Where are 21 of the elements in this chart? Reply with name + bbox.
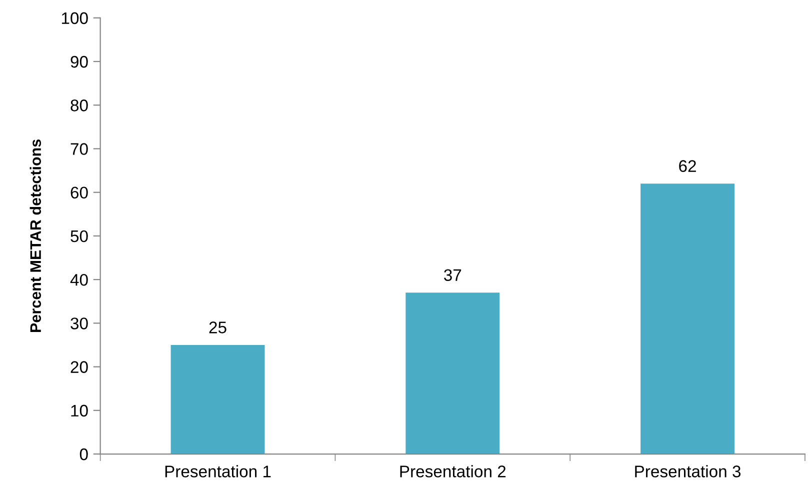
bar [640, 184, 734, 454]
bar [406, 292, 500, 454]
x-tick-label: Presentation 3 [635, 465, 741, 478]
y-tick-label: 20 [70, 361, 88, 373]
bar [170, 344, 265, 454]
y-tick-label: 60 [70, 186, 88, 199]
y-tick-label: 90 [70, 56, 88, 68]
data-label: 62 [679, 160, 696, 172]
y-tick-label: 100 [62, 12, 88, 24]
y-tick-label: 80 [70, 100, 88, 112]
data-label: 37 [444, 269, 462, 282]
data-label: 25 [209, 322, 226, 334]
y-tick-label: 40 [70, 274, 88, 286]
y-tick-label: 10 [71, 404, 88, 417]
y-tick-label: 0 [80, 448, 88, 460]
y-tick-label: 30 [70, 318, 88, 330]
y-tick-label: 70 [70, 143, 88, 155]
y-axis-title: Percent METAR detections [30, 140, 42, 332]
y-tick-label: 50 [70, 230, 88, 242]
x-tick-label: Presentation 2 [400, 465, 506, 478]
x-tick-label: Presentation 1 [165, 465, 271, 478]
